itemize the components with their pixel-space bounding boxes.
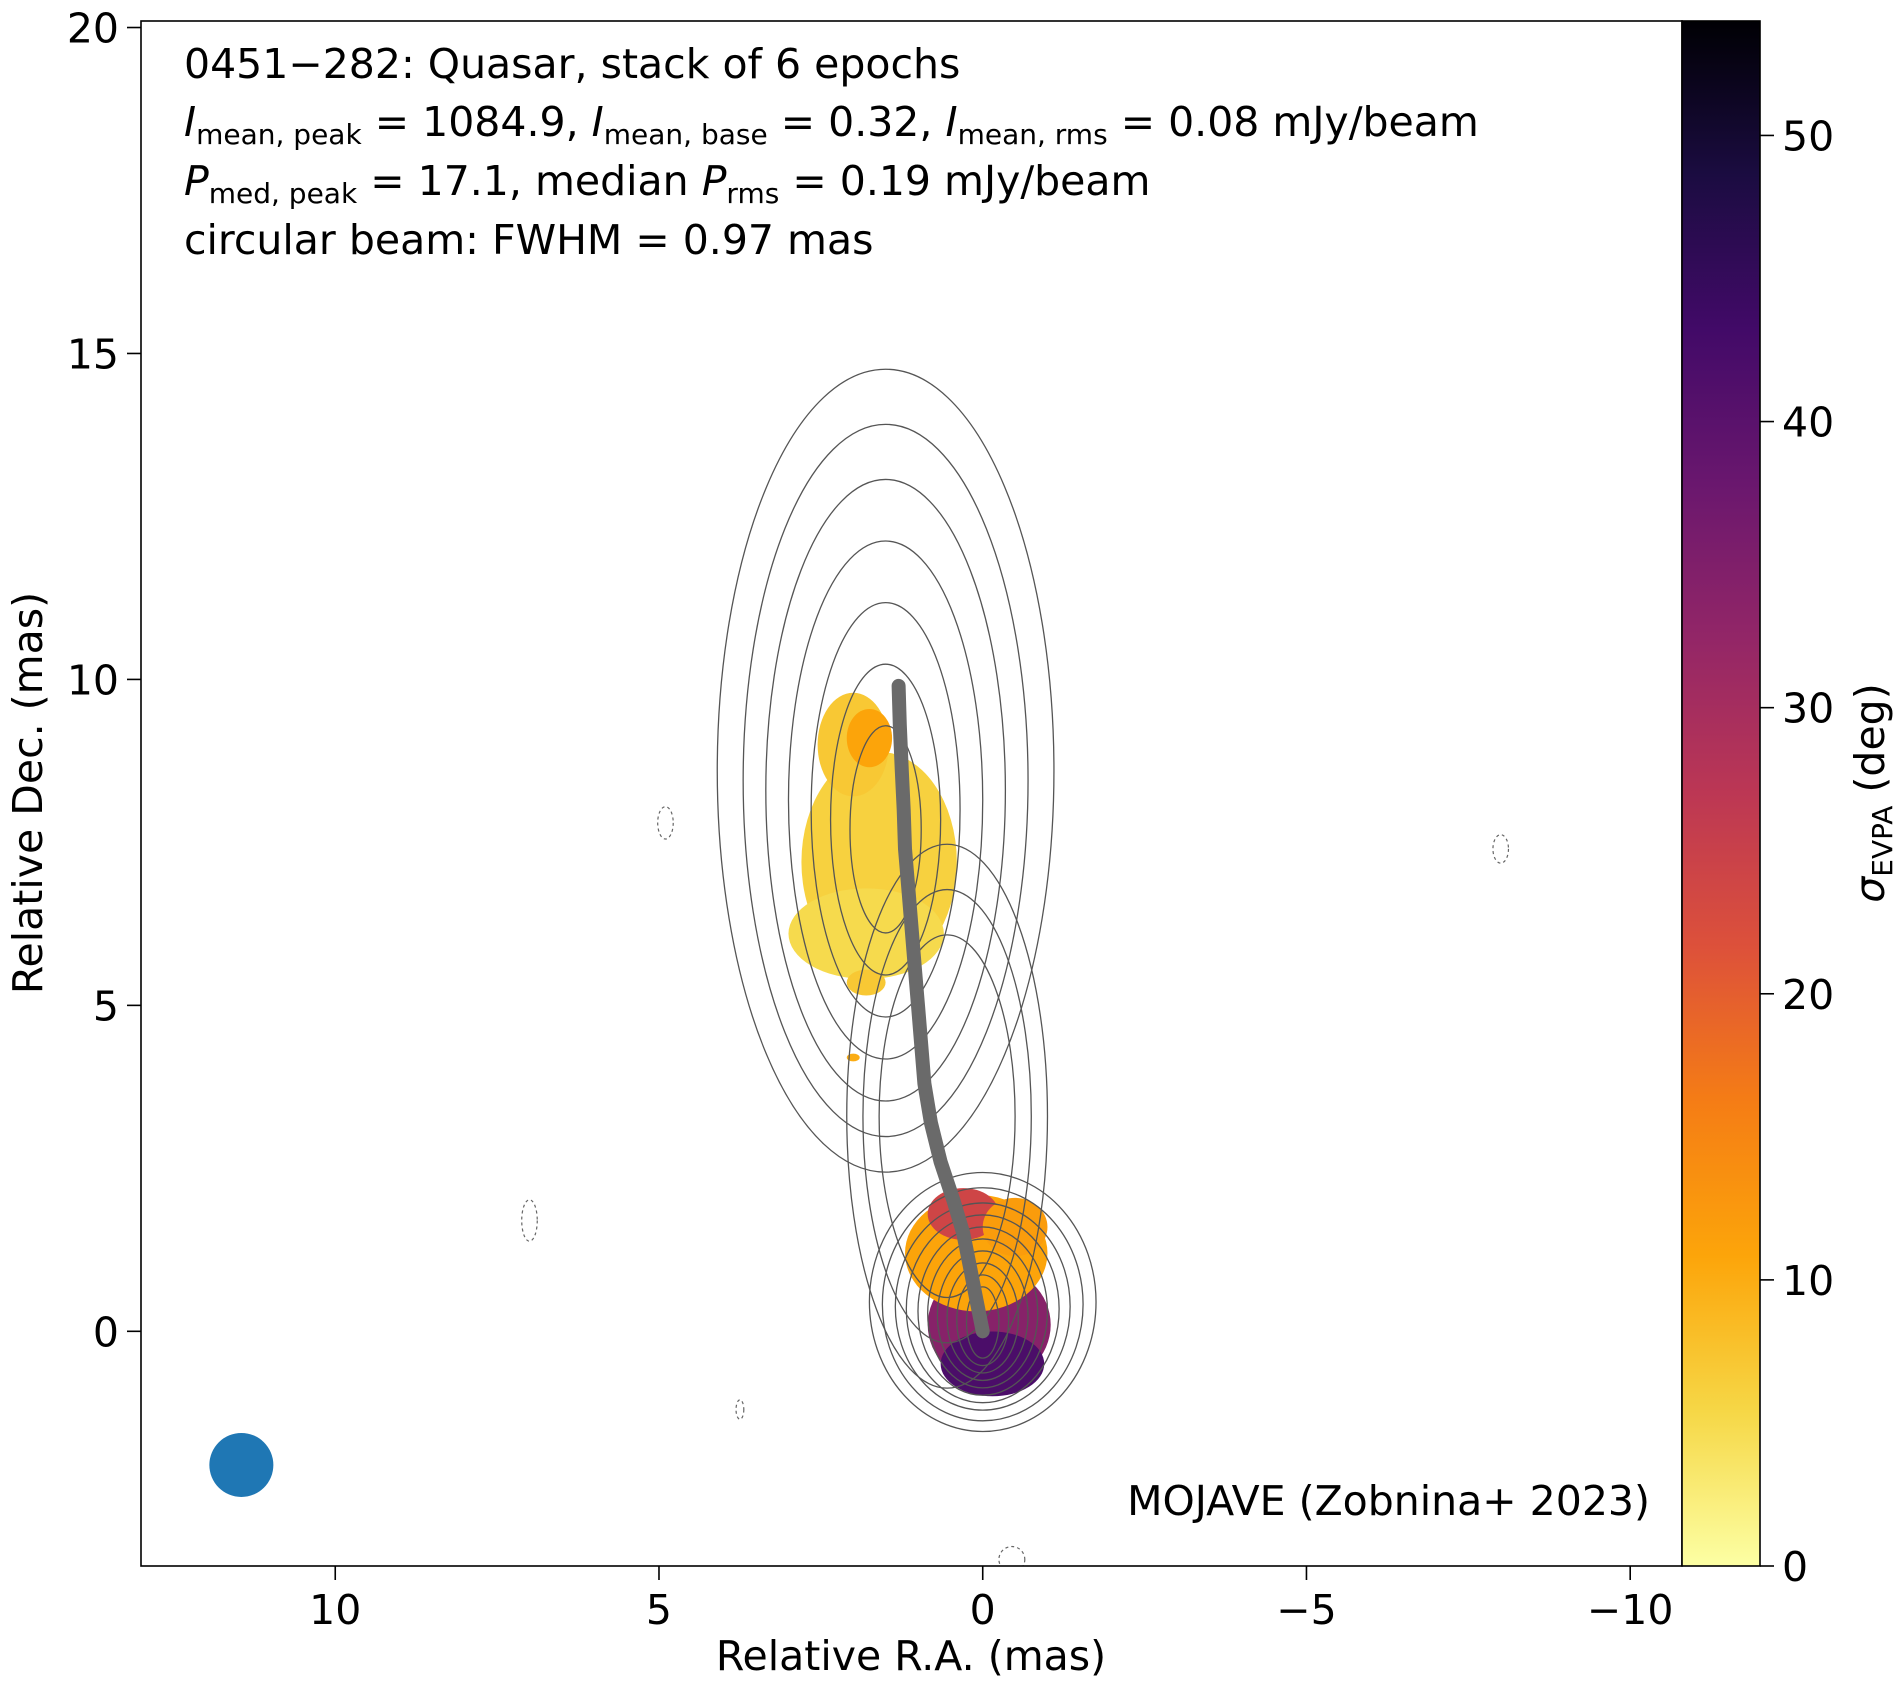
y-axis-ticks: 0 5 10 15 20	[67, 5, 141, 1356]
contour-jet-3	[787, 540, 984, 1060]
contour-jet-0	[716, 368, 1055, 1173]
x-tick-label: −10	[1587, 1586, 1674, 1634]
line3-sub-1: med, peak	[209, 177, 358, 210]
title-line-1: 0451−282: Quasar, stack of 6 epochs	[184, 40, 960, 88]
polarization-patch-1	[940, 1331, 1045, 1397]
contour-jet-2	[765, 478, 1007, 1102]
stokes-i-contours	[521, 368, 1510, 1566]
colorbar-tick-label: 0	[1782, 1543, 1808, 1591]
line2-value-3: = 0.08 mJy/beam	[1108, 98, 1479, 146]
beam-marker	[209, 1432, 274, 1497]
polarization-patch-8	[846, 708, 893, 768]
negative-contour-3	[1492, 834, 1510, 864]
line2-sub-1: mean, peak	[196, 118, 362, 151]
negative-contour-0	[657, 806, 674, 840]
y-axis-label: Relative Dec. (mas)	[4, 592, 52, 994]
negative-contour-1	[521, 1199, 538, 1242]
y-tick-label: 10	[67, 656, 119, 704]
contour-core-2	[894, 1202, 1071, 1411]
colorbar-label-sub: EVPA	[1866, 806, 1896, 877]
contour-core-0	[868, 1171, 1097, 1433]
x-axis-ticks: 10 5 0 −5 −10	[309, 1566, 1673, 1634]
line3-sub-2: rms	[726, 177, 779, 210]
line2-value-1: = 1084.9,	[362, 98, 592, 146]
colorbar-tick-label: 40	[1782, 399, 1834, 447]
line2-sub-2: mean, base	[604, 118, 768, 151]
negative-contour-4	[998, 1545, 1026, 1566]
contour-core-7	[946, 1262, 1019, 1374]
contour-core-8	[956, 1274, 1010, 1367]
contour-jet-4	[810, 601, 961, 1018]
colorbar-tick-label: 20	[1782, 971, 1834, 1019]
credit-label: MOJAVE (Zobnina+ 2023)	[1127, 1477, 1650, 1525]
colorbar-tick-label: 50	[1782, 112, 1834, 160]
line2-value-2: = 0.32,	[768, 98, 946, 146]
line3-value-2: = 0.19 mJy/beam	[779, 157, 1150, 205]
contour-jet-1	[742, 423, 1029, 1138]
x-axis-label: Relative R.A. (mas)	[716, 1632, 1106, 1680]
polarization-patch-9	[846, 969, 886, 996]
x-tick-label: 10	[309, 1586, 361, 1634]
contour-core-9	[965, 1286, 1000, 1359]
y-tick-label: 5	[93, 982, 119, 1030]
y-tick-label: 15	[67, 330, 119, 378]
y-tick-label: 0	[93, 1308, 119, 1356]
x-tick-label: 0	[970, 1586, 996, 1634]
x-tick-label: 5	[646, 1586, 672, 1634]
colorbar-label: σEVPA (deg)	[1846, 683, 1896, 902]
contour-core-1	[881, 1187, 1084, 1422]
contour-connector-2	[878, 934, 1016, 1299]
colorbar-ticks: 0 10 20 30 40 50	[1760, 112, 1834, 1591]
contour-core-4	[917, 1226, 1049, 1396]
colorbar-tick-label: 30	[1782, 685, 1834, 733]
x-tick-label: −5	[1276, 1586, 1336, 1634]
title-line-4: circular beam: FWHM = 0.97 mas	[184, 216, 873, 264]
polarization-patch-10	[846, 1053, 860, 1062]
title-line-2: Imean, peak = 1084.9, Imean, base = 0.32…	[184, 98, 1479, 151]
colorbar-tick-label: 10	[1782, 1257, 1834, 1305]
contour-core-3	[905, 1214, 1060, 1404]
contour-core-6	[936, 1250, 1029, 1382]
y-tick-label: 20	[67, 5, 119, 53]
line3-symbol-1: P	[184, 157, 209, 205]
line3-value-1: = 17.1, median	[357, 157, 702, 205]
contour-connector-1	[862, 888, 1032, 1344]
line2-symbol-3: I	[945, 98, 957, 146]
contour-jet-6	[849, 725, 922, 934]
contour-jet-5	[829, 663, 942, 976]
colorbar-label-unit: (deg)	[1846, 683, 1894, 805]
contour-connector-0	[846, 843, 1049, 1389]
line2-symbol-2: I	[592, 98, 604, 146]
colorbar-label-symbol: σ	[1846, 875, 1894, 903]
colorbar	[1681, 20, 1761, 1567]
line2-symbol-1: I	[184, 98, 196, 146]
line2-sub-3: mean, rms	[958, 118, 1108, 151]
negative-contour-2	[735, 1399, 745, 1420]
contour-core-5	[927, 1238, 1039, 1389]
line3-symbol-2: P	[702, 157, 727, 205]
title-line-3: Pmed, peak = 17.1, median Prms = 0.19 mJ…	[184, 157, 1150, 210]
jet-ridge-line	[891, 678, 990, 1339]
